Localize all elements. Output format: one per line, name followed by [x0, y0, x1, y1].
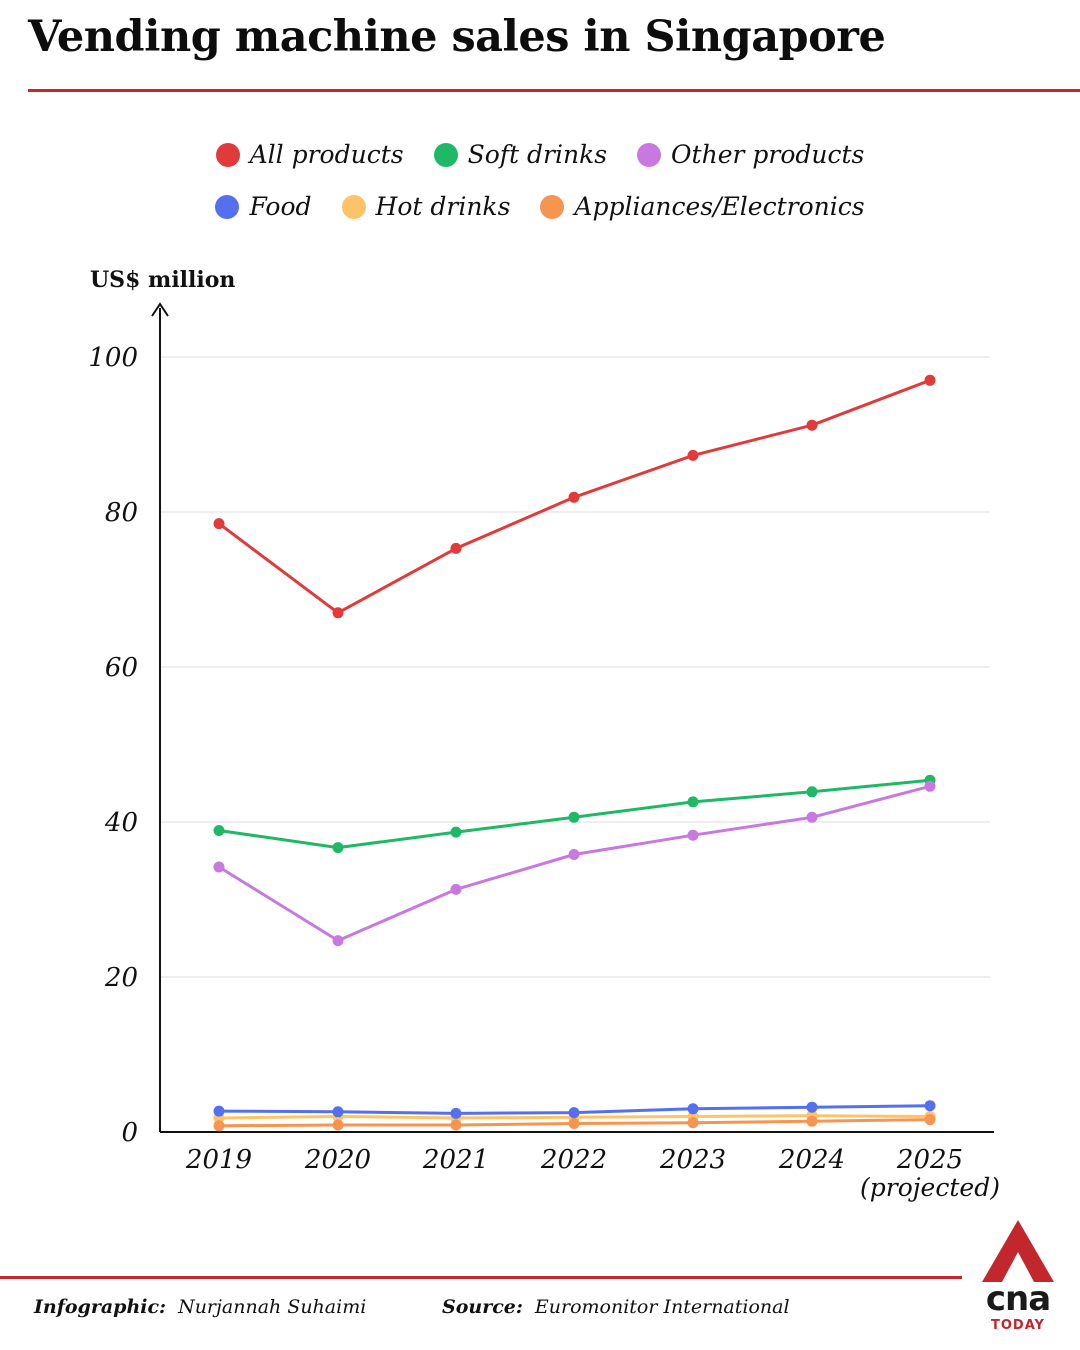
- x-tick-label: 2024: [778, 1145, 845, 1175]
- legend-row-2: Food Hot drinks Appliances/Electronics: [0, 192, 1080, 221]
- legend-item-all-products: All products: [215, 140, 404, 169]
- y-tick-label: 0: [121, 1118, 138, 1148]
- y-axis-arrow-icon: [151, 302, 169, 317]
- legend-label: Appliances/Electronics: [574, 192, 865, 221]
- data-point-all-products: [687, 449, 699, 461]
- data-point-soft-drinks: [568, 811, 580, 823]
- x-tick-label: 2020: [304, 1145, 371, 1175]
- gridlines: [160, 356, 990, 978]
- title-rule: [28, 89, 1080, 92]
- legend-marker-food: [215, 194, 240, 219]
- data-point-food: [213, 1105, 225, 1117]
- data-point-all-products: [450, 542, 462, 554]
- data-point-food: [450, 1107, 462, 1119]
- legend-item-food: Food: [215, 192, 312, 221]
- infographic-credit: Nurjannah Suhaimi: [178, 1296, 367, 1318]
- data-point-appliances-electronics: [924, 1114, 936, 1126]
- data-point-all-products: [568, 491, 580, 503]
- logo-subtitle: TODAY: [991, 1318, 1045, 1333]
- data-point-food: [332, 1106, 344, 1118]
- x-tick-label: 2019: [185, 1145, 252, 1175]
- legend-marker-hot-drinks: [341, 194, 366, 219]
- x-tick-label: 2025: [896, 1145, 963, 1175]
- cna-today-logo: cna TODAY: [978, 1218, 1058, 1338]
- legend-marker-appliances: [540, 194, 565, 219]
- data-point-other-products: [806, 811, 818, 823]
- y-tick-label: 80: [105, 498, 138, 528]
- source-credit: Euromonitor International: [534, 1296, 790, 1318]
- legend-label: All products: [249, 140, 404, 169]
- data-point-food: [806, 1101, 818, 1113]
- data-point-food: [924, 1100, 936, 1112]
- data-point-all-products: [806, 419, 818, 431]
- legend-label: Hot drinks: [375, 192, 511, 221]
- legend-marker-other-products: [637, 142, 662, 167]
- data-point-appliances-electronics: [450, 1119, 462, 1131]
- legend-item-hot-drinks: Hot drinks: [341, 192, 511, 221]
- data-point-appliances-electronics: [568, 1118, 580, 1129]
- chart-title: Vending machine sales in Singapore: [28, 12, 886, 62]
- data-point-other-products: [924, 780, 936, 792]
- data-point-all-products: [213, 518, 225, 530]
- y-tick-label: 20: [104, 963, 138, 993]
- x-tick-label: 2023: [659, 1145, 726, 1175]
- data-point-soft-drinks: [806, 786, 818, 798]
- data-point-appliances-electronics: [213, 1120, 225, 1132]
- series: [213, 374, 936, 1132]
- logo-wordmark: cna: [985, 1279, 1051, 1319]
- data-point-food: [687, 1103, 699, 1115]
- y-tick-label: 100: [88, 343, 138, 373]
- data-point-soft-drinks: [450, 826, 462, 838]
- legend-item-soft-drinks: Soft drinks: [433, 140, 608, 169]
- data-point-appliances-electronics: [687, 1117, 699, 1129]
- data-point-appliances-electronics: [332, 1119, 344, 1131]
- data-point-other-products: [213, 861, 225, 873]
- footer-credit: Infographic: Nurjannah Suhaimi: [34, 1296, 366, 1318]
- data-point-food: [568, 1107, 580, 1119]
- data-point-soft-drinks: [213, 825, 225, 836]
- axes: 0 20 40 60 80 100 US$ million 2019 2020 2021 2022 2…: [88, 267, 1000, 1202]
- legend-label: Soft drinks: [467, 140, 608, 169]
- line-chart: 0 20 40 60 80 100 US$ million 2019 2020 2021 2022 2…: [88, 267, 1000, 1202]
- data-point-other-products: [332, 935, 344, 947]
- x-tick-label: 2021: [422, 1145, 489, 1175]
- series-line-other-products: [218, 784, 931, 943]
- data-point-soft-drinks: [687, 796, 699, 808]
- y-tick-label: 60: [105, 653, 138, 683]
- data-point-other-products: [450, 883, 462, 895]
- data-point-appliances-electronics: [806, 1115, 818, 1127]
- footer-rule: [0, 1276, 962, 1279]
- data-point-soft-drinks: [332, 842, 344, 854]
- legend-item-other-products: Other products: [637, 140, 864, 169]
- legend-row-1: All products Soft drinks Other products: [0, 140, 1080, 169]
- legend-marker-soft-drinks: [433, 142, 458, 167]
- legend-marker-all-products: [215, 142, 240, 167]
- legend-item-appliances: Appliances/Electronics: [540, 192, 865, 221]
- legend-label: Other products: [671, 140, 865, 169]
- x-tick-label: 2022: [540, 1145, 607, 1175]
- data-point-other-products: [568, 849, 580, 860]
- x-tick-sublabel: (projected): [860, 1173, 1000, 1202]
- source-label: Source:: [442, 1296, 523, 1318]
- cna-a-mark-icon: [982, 1220, 1054, 1282]
- data-point-other-products: [687, 829, 699, 841]
- infographic-label: Infographic:: [34, 1296, 167, 1318]
- y-tick-label: 40: [104, 808, 138, 838]
- data-point-all-products: [924, 374, 936, 386]
- data-point-all-products: [332, 607, 344, 619]
- y-axis-label: US$ million: [90, 267, 235, 293]
- legend-label: Food: [249, 192, 312, 221]
- footer-source: Source: Euromonitor International: [442, 1296, 790, 1318]
